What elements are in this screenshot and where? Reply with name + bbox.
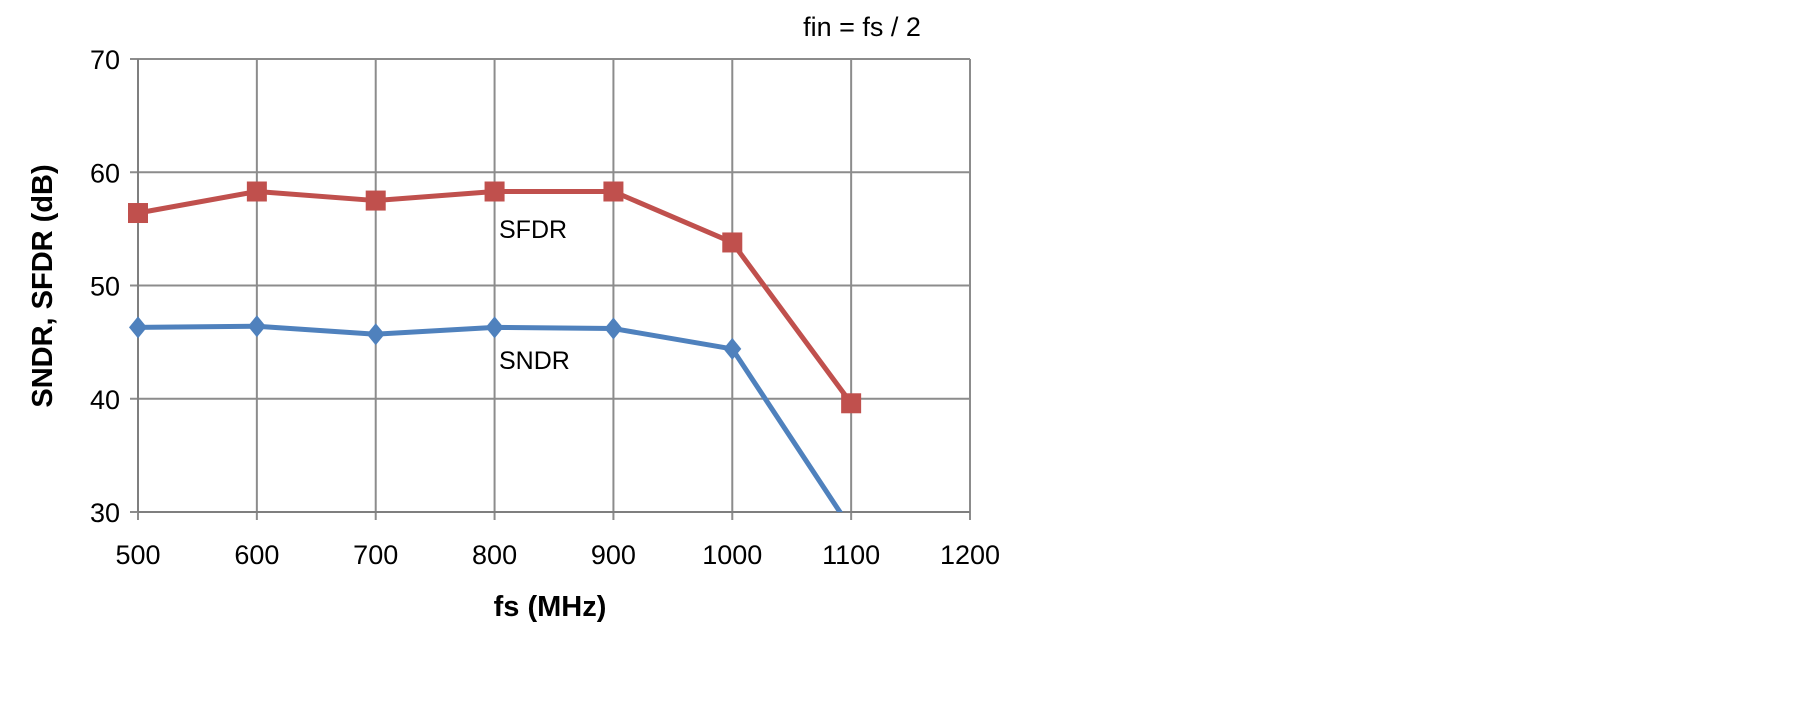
marker-sndr [485, 316, 504, 339]
marker-sfdr [603, 181, 624, 202]
x-tick-label: 700 [353, 540, 398, 570]
marker-sndr [247, 315, 266, 338]
marker-sndr [723, 337, 742, 360]
x-tick-label: 1000 [702, 540, 762, 570]
marker-sndr [604, 317, 623, 340]
marker-sfdr [128, 203, 148, 224]
y-tick-label: 70 [90, 45, 120, 75]
tick-labels: 500 600 700 800 900 1000 1100 1200 30 40 50 60 70 [90, 45, 1000, 570]
markers-group [128, 181, 862, 414]
marker-sfdr [246, 181, 267, 202]
series-label-sfdr: SFDR [499, 216, 567, 244]
grid [130, 58, 971, 520]
series-label-sndr: SNDR [499, 347, 570, 375]
x-tick-label: 500 [115, 540, 160, 570]
y-tick-label: 60 [90, 158, 120, 188]
marker-sndr [129, 316, 147, 339]
y-axis-title: SNDR, SFDR (dB) [27, 164, 59, 407]
x-tick-label: 900 [591, 540, 636, 570]
y-tick-label: 30 [90, 498, 120, 528]
x-tick-label: 800 [472, 540, 517, 570]
x-tick-label: 600 [234, 540, 279, 570]
marker-sfdr [484, 181, 505, 202]
y-tick-label: 40 [90, 385, 120, 415]
marker-sfdr [841, 393, 862, 414]
marker-sfdr [722, 232, 743, 253]
annotation: fin = fs / 2 [803, 12, 921, 42]
x-tick-label: 1200 [940, 540, 1000, 570]
marker-sfdr [365, 190, 386, 211]
x-tick-label: 1100 [822, 540, 880, 570]
marker-sndr [366, 323, 385, 346]
x-axis-title: fs (MHz) [494, 591, 607, 623]
y-tick-label: 50 [90, 272, 120, 302]
